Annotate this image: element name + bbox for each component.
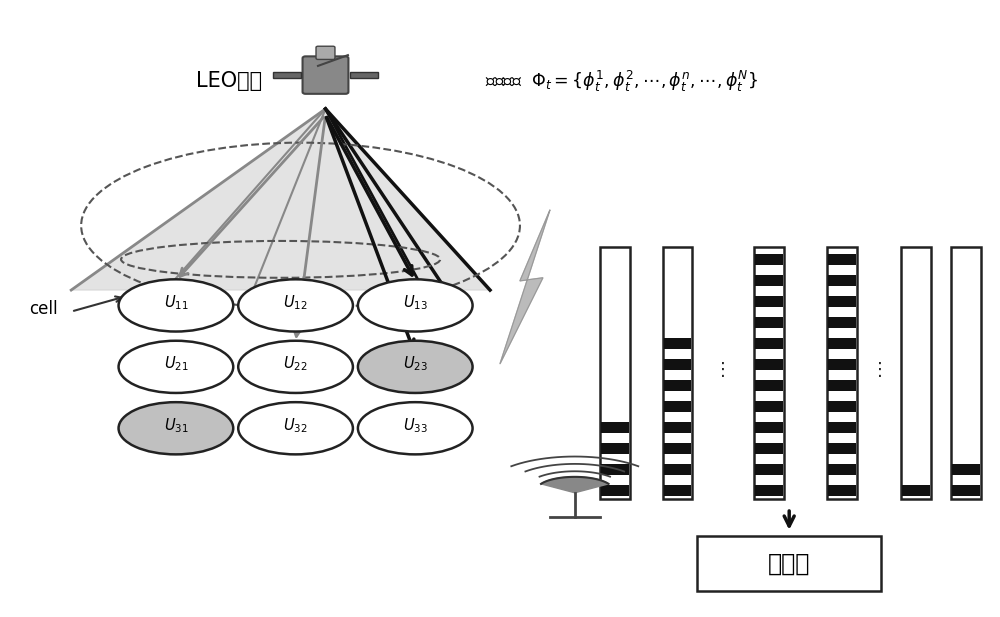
Text: 下行流量  $\Phi_t = \{\phi_t^1, \phi_t^2, \cdots, \phi_t^n, \cdots, \phi_t^N\}$: 下行流量 $\Phi_t = \{\phi_t^1, \phi_t^2, \cd… bbox=[485, 68, 758, 94]
Text: $K$: $K$ bbox=[338, 358, 353, 376]
Polygon shape bbox=[541, 477, 609, 493]
Bar bbox=[664, 400, 691, 412]
Text: $U_{{23}}$: $U_{{23}}$ bbox=[403, 354, 428, 373]
Text: $U_{{33}}$: $U_{{33}}$ bbox=[403, 416, 428, 434]
Text: $U_{{13}}$: $U_{{13}}$ bbox=[403, 293, 428, 312]
Bar bbox=[828, 358, 856, 370]
Text: $U_{{31}}$: $U_{{31}}$ bbox=[164, 416, 188, 434]
Bar bbox=[828, 400, 856, 412]
Text: …: … bbox=[277, 358, 295, 376]
Bar bbox=[828, 337, 856, 349]
Bar bbox=[828, 484, 856, 496]
Ellipse shape bbox=[358, 402, 473, 454]
Ellipse shape bbox=[238, 341, 353, 393]
Bar bbox=[664, 358, 691, 370]
Bar bbox=[664, 484, 691, 496]
FancyBboxPatch shape bbox=[303, 56, 348, 94]
Text: 1: 1 bbox=[205, 358, 216, 376]
Bar bbox=[755, 442, 783, 454]
Text: $U_{{21}}$: $U_{{21}}$ bbox=[164, 354, 188, 373]
Bar bbox=[664, 463, 691, 475]
Bar bbox=[663, 247, 692, 499]
Bar bbox=[601, 463, 629, 475]
Bar bbox=[755, 317, 783, 328]
Bar bbox=[755, 484, 783, 496]
Bar bbox=[755, 421, 783, 433]
Bar bbox=[601, 442, 629, 454]
Bar bbox=[755, 254, 783, 265]
Bar bbox=[664, 379, 691, 391]
Bar bbox=[828, 296, 856, 307]
Bar bbox=[828, 421, 856, 433]
Bar bbox=[901, 247, 931, 499]
Bar bbox=[755, 358, 783, 370]
Text: cell: cell bbox=[29, 299, 58, 318]
Bar bbox=[350, 72, 378, 78]
Bar bbox=[952, 463, 980, 475]
Bar bbox=[601, 421, 629, 433]
Text: $U_{{32}}$: $U_{{32}}$ bbox=[283, 416, 308, 434]
Bar bbox=[664, 337, 691, 349]
Ellipse shape bbox=[119, 402, 233, 454]
Text: ⋮: ⋮ bbox=[714, 361, 732, 379]
Polygon shape bbox=[500, 210, 550, 364]
Bar bbox=[664, 442, 691, 454]
Bar bbox=[754, 247, 784, 499]
Bar bbox=[755, 296, 783, 307]
Ellipse shape bbox=[119, 280, 233, 331]
Text: LEO卫星: LEO卫星 bbox=[196, 71, 262, 91]
Bar bbox=[828, 254, 856, 265]
Ellipse shape bbox=[119, 341, 233, 393]
Bar bbox=[697, 536, 881, 591]
Bar bbox=[828, 463, 856, 475]
Text: $U_{{11}}$: $U_{{11}}$ bbox=[164, 293, 188, 312]
Bar bbox=[755, 463, 783, 475]
Bar bbox=[828, 317, 856, 328]
Ellipse shape bbox=[238, 402, 353, 454]
Bar bbox=[600, 247, 630, 499]
Ellipse shape bbox=[238, 280, 353, 331]
Text: 跳波束: 跳波束 bbox=[768, 552, 810, 576]
Bar bbox=[828, 379, 856, 391]
Text: $U_{{12}}$: $U_{{12}}$ bbox=[283, 293, 308, 312]
Polygon shape bbox=[71, 109, 490, 290]
Bar bbox=[755, 275, 783, 286]
Bar bbox=[664, 421, 691, 433]
Text: ⋮: ⋮ bbox=[871, 361, 889, 379]
Bar bbox=[755, 400, 783, 412]
Bar bbox=[755, 337, 783, 349]
Bar bbox=[952, 484, 980, 496]
Bar bbox=[601, 484, 629, 496]
Ellipse shape bbox=[358, 280, 473, 331]
Bar bbox=[755, 379, 783, 391]
Ellipse shape bbox=[358, 341, 473, 393]
Bar bbox=[273, 72, 301, 78]
FancyBboxPatch shape bbox=[316, 46, 335, 59]
Bar bbox=[827, 247, 857, 499]
Bar bbox=[828, 442, 856, 454]
Bar bbox=[902, 484, 930, 496]
Bar bbox=[828, 275, 856, 286]
Bar bbox=[951, 247, 981, 499]
Text: $U_{{22}}$: $U_{{22}}$ bbox=[283, 354, 308, 373]
